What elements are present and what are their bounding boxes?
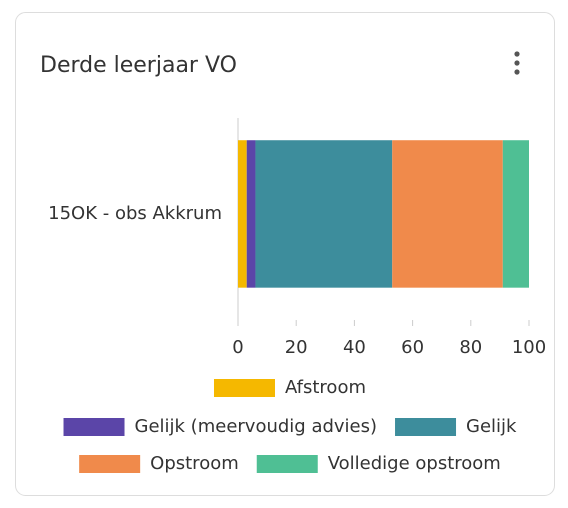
- x-tick-label: 40: [343, 337, 366, 358]
- menu-dot[interactable]: [514, 51, 520, 57]
- legend-label: Opstroom: [150, 453, 239, 474]
- legend-label: Volledige opstroom: [328, 453, 501, 474]
- legend-swatch: [213, 379, 275, 397]
- legend-label: Afstroom: [285, 377, 366, 398]
- legend-swatch: [63, 418, 125, 436]
- legend-label: Gelijk (meervoudig advies): [135, 416, 378, 437]
- menu-dot[interactable]: [514, 69, 520, 75]
- x-tick-label: 100: [512, 337, 546, 358]
- menu-dot[interactable]: [514, 60, 520, 66]
- legend-item: Opstroom: [79, 453, 239, 474]
- x-tick-label: 20: [285, 337, 308, 358]
- legend-swatch: [256, 455, 318, 473]
- chart-title: Derde leerjaar VO: [40, 53, 237, 78]
- legend-swatch: [395, 418, 457, 436]
- legend-label: Gelijk: [466, 416, 517, 437]
- bar-segment: [246, 140, 256, 288]
- legend-item: Gelijk: [395, 416, 517, 437]
- bar-segment: [502, 140, 529, 288]
- bar-segment: [392, 140, 503, 288]
- bar-segment: [255, 140, 393, 288]
- legend-item: Gelijk (meervoudig advies): [63, 416, 378, 437]
- menu-button[interactable]: [514, 51, 520, 75]
- x-tick-label: 0: [232, 337, 243, 358]
- legend-swatch: [79, 455, 141, 473]
- bar-segment: [238, 140, 247, 288]
- x-tick-label: 60: [401, 337, 424, 358]
- legend-item: Afstroom: [213, 377, 366, 398]
- x-tick-label: 80: [459, 337, 482, 358]
- legend-item: Volledige opstroom: [256, 453, 501, 474]
- y-tick-label: 15OK - obs Akkrum: [48, 203, 222, 224]
